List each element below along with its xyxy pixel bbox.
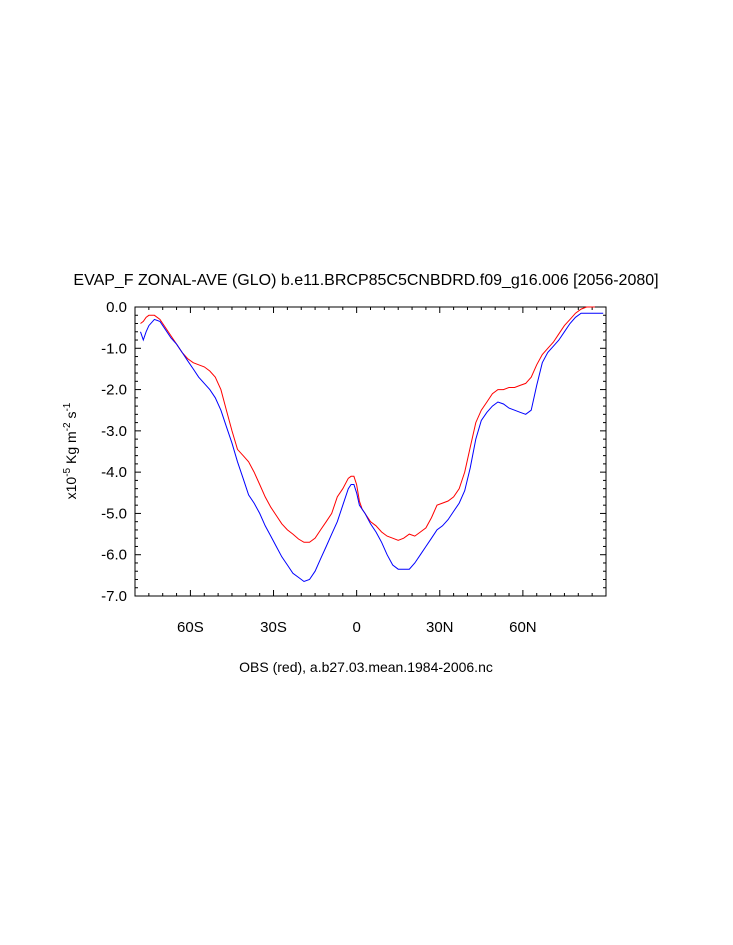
- y-axis-label-prefix: x10: [63, 477, 79, 500]
- chart-title: EVAP_F ZONAL-AVE (GLO) b.e11.BRCP85C5CNB…: [73, 272, 658, 289]
- y-tick-label: -7.0: [101, 588, 127, 605]
- x-tick-label: 0: [352, 619, 360, 636]
- series-line-obs: [140, 306, 595, 543]
- y-axis-label-units-b: s: [63, 412, 79, 423]
- y-tick-labels: 0.0 -1.0 -2.0 -3.0 -4.0 -5.0 -6.0 -7.0: [101, 299, 127, 605]
- chart-footer: OBS (red), a.b27.03.mean.1984-2006.nc: [239, 659, 493, 675]
- y-axis-label: x10-5 Kg m-2 s-1: [62, 402, 79, 499]
- x-tick-labels: 60S 30S 0 30N 60N: [177, 619, 537, 636]
- y-axis-label-units-exp-b: -1: [62, 402, 73, 411]
- y-tick-label: 0.0: [106, 299, 127, 316]
- minor-ticks: [135, 307, 606, 596]
- x-tick-label: 60N: [509, 619, 537, 636]
- y-tick-label: -4.0: [101, 464, 127, 481]
- y-tick-label: -2.0: [101, 382, 127, 399]
- y-axis-label-units-exp-a: -2: [62, 422, 73, 431]
- y-tick-label: -3.0: [101, 423, 127, 440]
- y-tick-label: -1.0: [101, 340, 127, 357]
- y-tick-label: -6.0: [101, 547, 127, 564]
- y-axis-label-units-a: Kg m: [63, 431, 79, 468]
- series-line-model: [140, 312, 604, 583]
- x-tick-label: 60S: [177, 619, 204, 636]
- y-tick-label: -5.0: [101, 505, 127, 522]
- major-ticks: [135, 306, 606, 597]
- plot-frame: [134, 306, 607, 597]
- y-axis-label-exp: -5: [62, 467, 73, 476]
- x-tick-label: 30S: [260, 619, 287, 636]
- x-tick-label: 30N: [426, 619, 454, 636]
